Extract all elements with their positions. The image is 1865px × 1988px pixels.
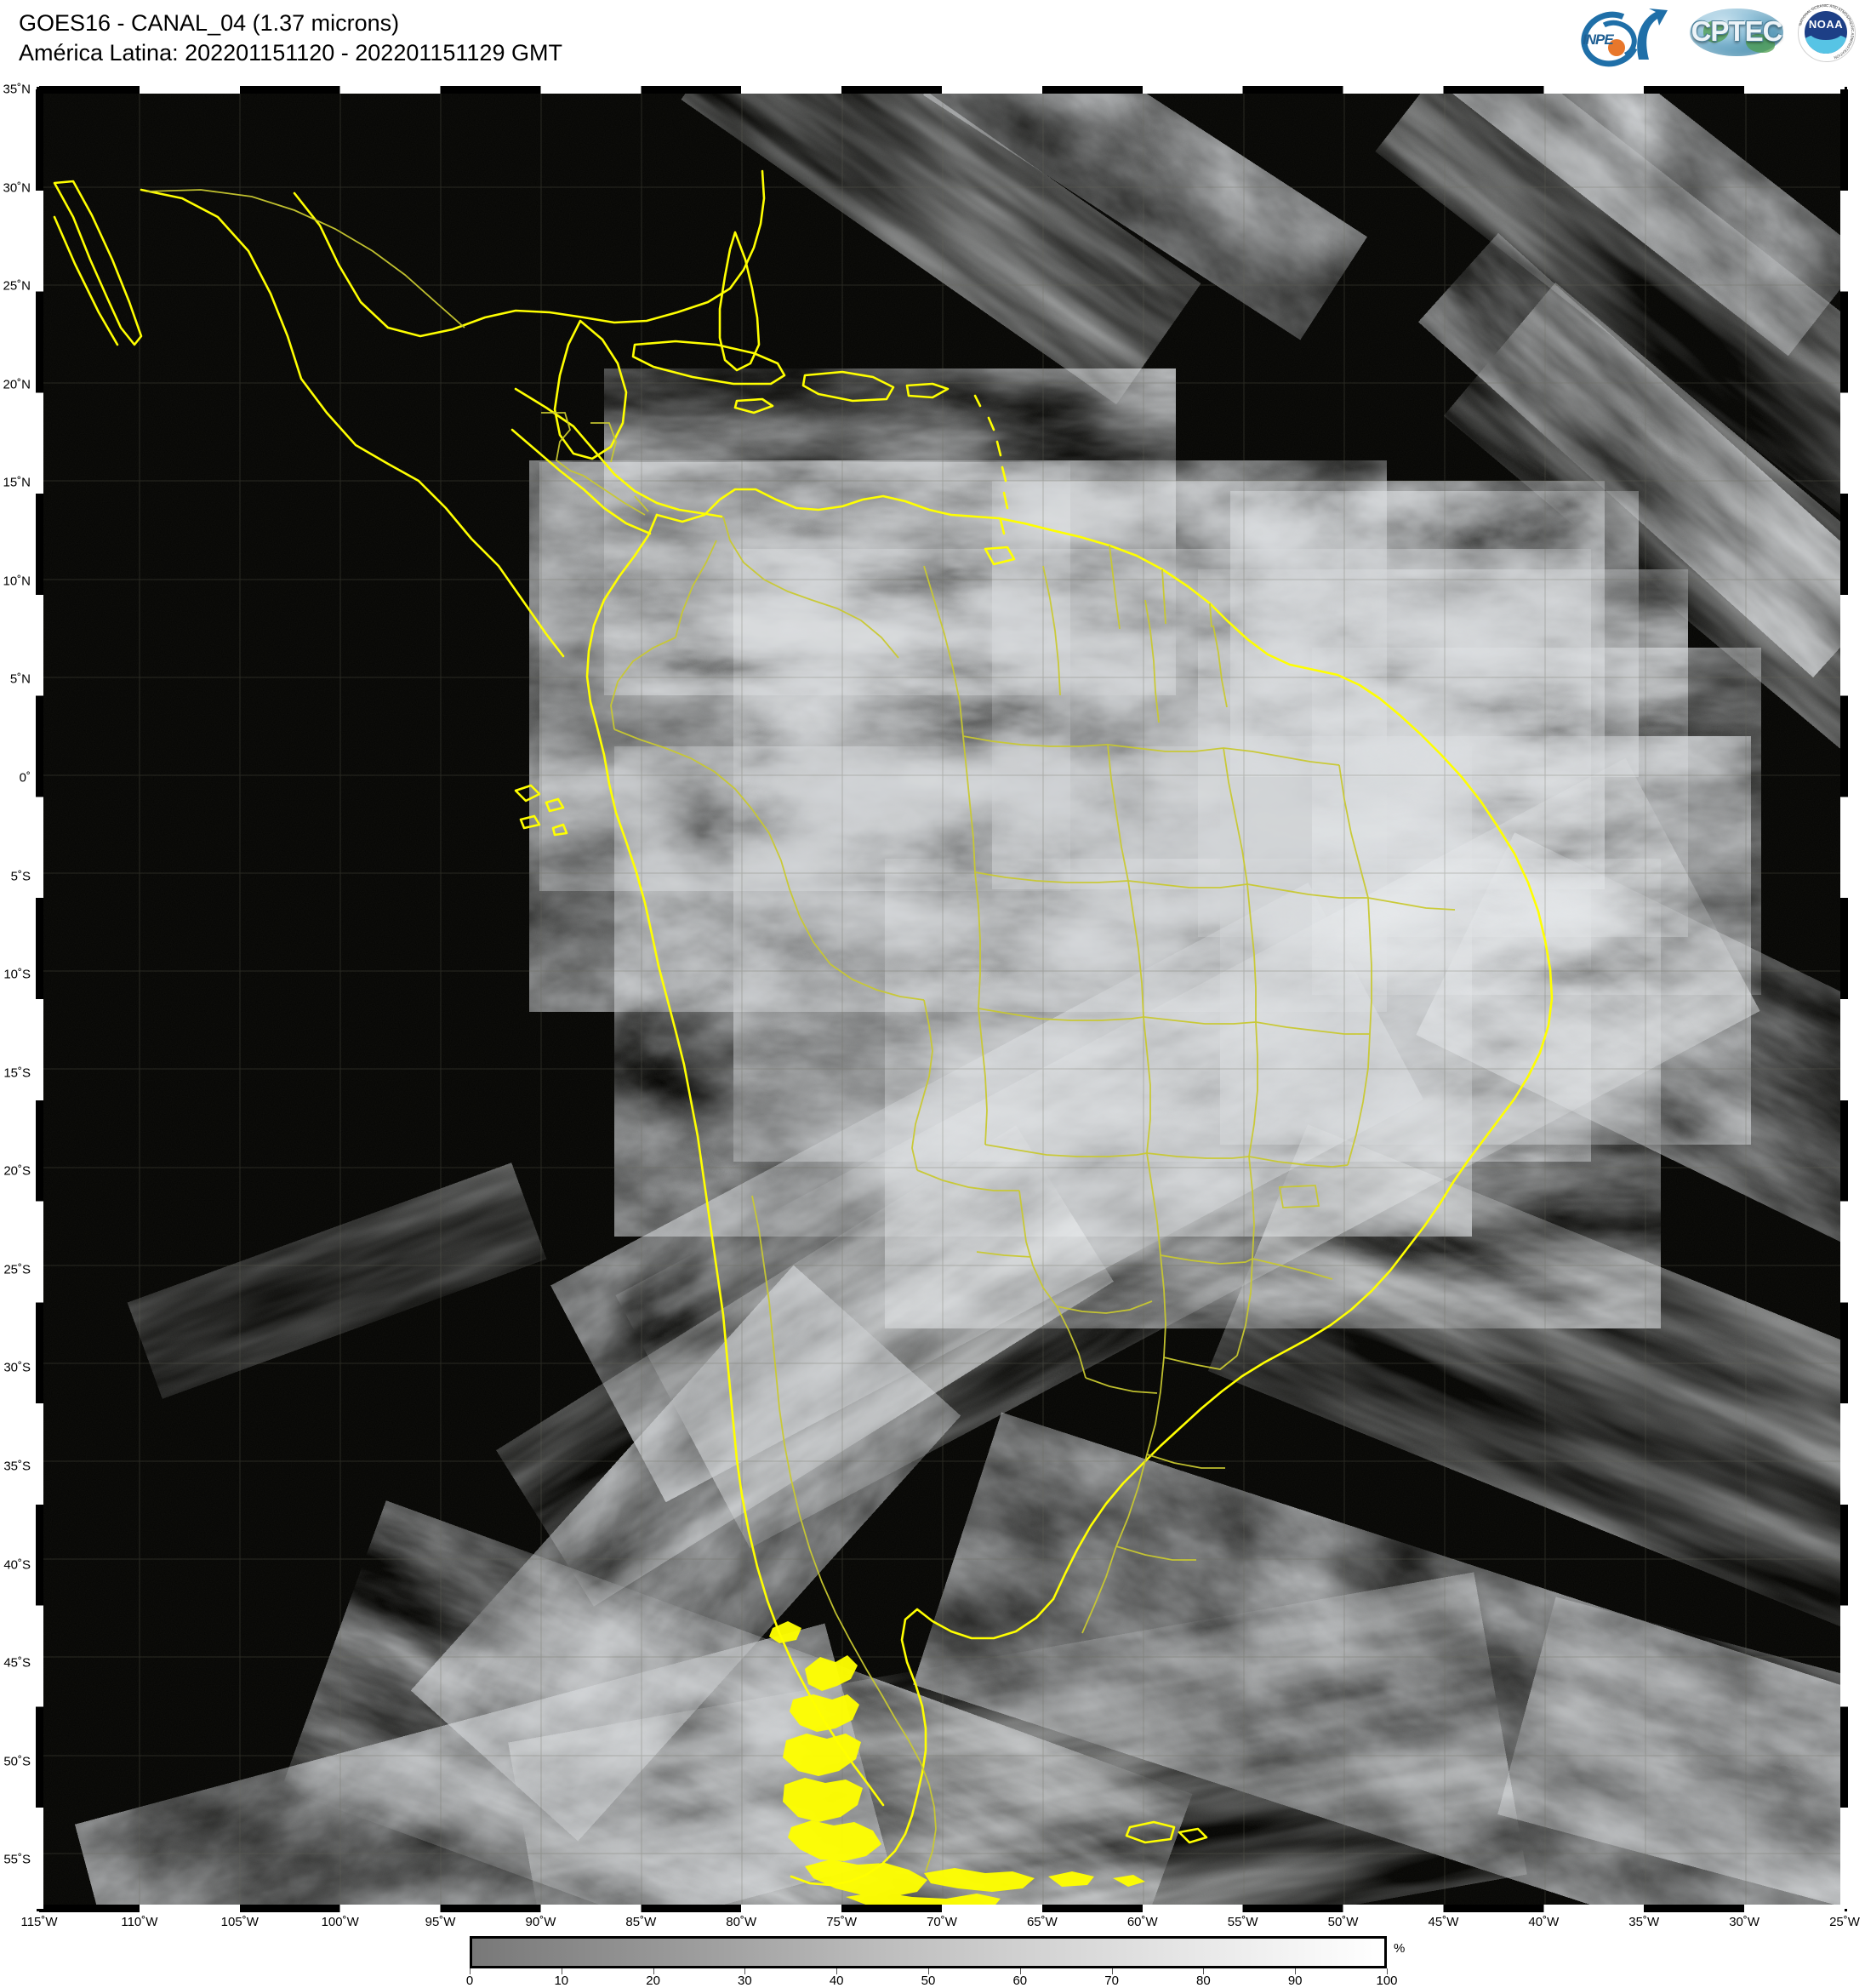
- satellite-map[interactable]: [36, 86, 1848, 1912]
- colorbar-gradient: [470, 1936, 1387, 1968]
- noaa-logo-text: NOAA: [1808, 18, 1844, 31]
- lat-tick-label: 30˚N: [3, 180, 31, 196]
- lat-tick-label: 45˚S: [3, 1655, 31, 1671]
- cptec-logo-text: CPTEC: [1691, 15, 1783, 47]
- noaa-ring-text: NATIONAL OCEANIC AND ATMOSPHERIC ADMINIS…: [1798, 3, 1855, 60]
- page-header: GOES16 - CANAL_04 (1.37 microns) América…: [0, 0, 1865, 85]
- colorbar-tick: [1111, 1968, 1113, 1974]
- cptec-logo: CPTEC: [1686, 3, 1787, 61]
- lon-tick-label: 95˚W: [425, 1915, 456, 1929]
- right-tick-band: [1840, 89, 1848, 1909]
- satellite-imagery: [39, 89, 1845, 1909]
- lon-tick-label: 55˚W: [1227, 1915, 1258, 1929]
- lat-tick-label: 0˚: [19, 770, 31, 785]
- lon-tick-label: 65˚W: [1026, 1915, 1058, 1929]
- lat-tick-label: 25˚N: [3, 278, 31, 294]
- left-tick-band: [36, 89, 43, 1909]
- title-block: GOES16 - CANAL_04 (1.37 microns) América…: [19, 9, 562, 68]
- lon-tick-label: 85˚W: [625, 1915, 657, 1929]
- bottom-tick-band: [39, 1905, 1845, 1912]
- cptec-globe-icon: [1690, 9, 1783, 56]
- lon-tick-label: 30˚W: [1729, 1915, 1760, 1929]
- lat-tick-label: 15˚S: [3, 1065, 31, 1081]
- lat-tick-label: 20˚S: [3, 1163, 31, 1179]
- noaa-disc-icon: [1805, 11, 1847, 54]
- colorbar-tick: [1019, 1968, 1021, 1974]
- inpe-logo: INPE: [1573, 3, 1676, 76]
- top-tick-band: [39, 86, 1845, 94]
- map-frame: [37, 87, 1847, 1911]
- colorbar-tick: [1203, 1968, 1205, 1974]
- lat-tick-label: 5˚N: [9, 671, 31, 687]
- lon-tick-label: 35˚W: [1628, 1915, 1660, 1929]
- colorbar-tick: [836, 1968, 838, 1974]
- lat-tick-label: 50˚S: [3, 1754, 31, 1769]
- lon-tick-label: 75˚W: [826, 1915, 858, 1929]
- inpe-arrow-icon: [1637, 9, 1668, 60]
- coastline-overlay: [53, 169, 1554, 1887]
- lat-tick-label: 15˚N: [3, 475, 31, 490]
- product-title: GOES16 - CANAL_04 (1.37 microns): [19, 10, 400, 36]
- colorbar-tick: [1387, 1968, 1388, 1974]
- lat-tick-label: 25˚S: [3, 1262, 31, 1277]
- lon-tick-label: 90˚W: [525, 1915, 556, 1929]
- lon-tick-label: 40˚W: [1528, 1915, 1560, 1929]
- graticule: [39, 89, 1845, 1909]
- noaa-bird-icon: [1810, 25, 1842, 40]
- cptec-landmass2-icon: [1746, 34, 1775, 53]
- satellite-image-canvas: [39, 89, 1845, 1909]
- lon-tick-label: 105˚W: [220, 1915, 259, 1929]
- lat-tick-label: 35˚N: [3, 82, 31, 97]
- lat-tick-label: 40˚S: [3, 1557, 31, 1572]
- colorbar-tick: [470, 1968, 471, 1974]
- lat-tick-label: 55˚S: [3, 1852, 31, 1867]
- inpe-logo-text: INPE: [1583, 31, 1614, 48]
- colorbar-tick: [744, 1968, 746, 1974]
- lat-tick-label: 30˚S: [3, 1360, 31, 1375]
- lon-tick-label: 25˚W: [1829, 1915, 1860, 1929]
- lon-tick-label: 70˚W: [927, 1915, 957, 1929]
- lat-tick-label: 20˚N: [3, 377, 31, 392]
- colorbar-tick: [653, 1968, 654, 1974]
- lon-tick-label: 80˚W: [726, 1915, 757, 1929]
- svg-text:NATIONAL OCEANIC AND ATMOSPHER: NATIONAL OCEANIC AND ATMOSPHERIC ADMINIS…: [1798, 3, 1855, 60]
- lat-tick-label: 35˚S: [3, 1459, 31, 1474]
- lat-tick-label: 10˚S: [3, 967, 31, 982]
- product-subtitle: América Latina: 202201151120 - 202201151…: [19, 40, 562, 66]
- logo-strip: INPE CPTEC NOAA NATIONAL OCEANIC AND ATM…: [1573, 2, 1858, 76]
- colorbar[interactable]: % 0 10 20 30 40 50 60 70 80 90 100: [466, 1936, 1405, 1988]
- lon-tick-label: 115˚W: [20, 1915, 58, 1929]
- colorbar-tick: [928, 1968, 929, 1974]
- administrative-borders: [145, 189, 1456, 1872]
- lat-tick-label: 10˚N: [3, 574, 31, 589]
- lon-tick-label: 100˚W: [321, 1915, 359, 1929]
- lon-tick-label: 60˚W: [1126, 1915, 1158, 1929]
- colorbar-tick: [1295, 1968, 1297, 1974]
- lon-tick-label: 110˚W: [121, 1915, 158, 1929]
- noaa-logo: NOAA NATIONAL OCEANIC AND ATMOSPHERIC AD…: [1797, 3, 1858, 62]
- lon-tick-label: 45˚W: [1428, 1915, 1459, 1929]
- inpe-dot-icon: [1608, 39, 1625, 56]
- lat-tick-label: 5˚S: [10, 869, 31, 884]
- lon-tick-label: 50˚W: [1327, 1915, 1359, 1929]
- colorbar-unit-label: %: [1394, 1941, 1406, 1956]
